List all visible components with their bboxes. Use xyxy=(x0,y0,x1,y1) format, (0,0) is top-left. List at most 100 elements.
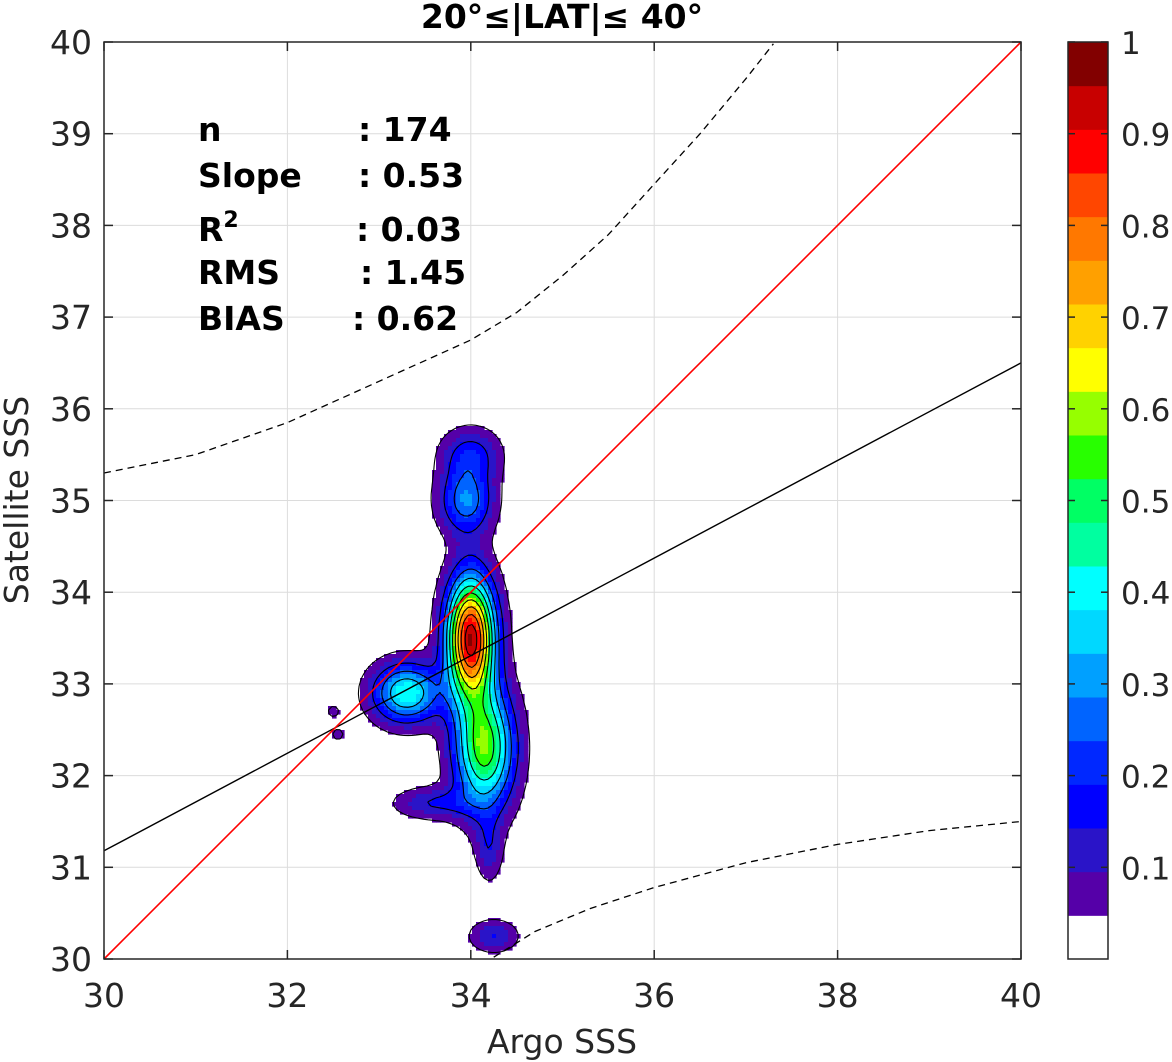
contour-cell xyxy=(436,502,441,507)
contour-cell xyxy=(492,638,497,643)
contour-cell xyxy=(512,798,517,803)
contour-cell xyxy=(476,590,481,595)
contour-cell xyxy=(496,830,501,835)
contour-cell xyxy=(488,530,493,535)
contour-cell xyxy=(376,694,381,699)
contour-cell xyxy=(436,598,441,603)
contour-cell xyxy=(472,942,477,947)
contour-cell xyxy=(452,782,457,787)
contour-cell xyxy=(472,502,477,507)
contour-cell xyxy=(460,486,465,491)
contour-cell xyxy=(444,594,449,599)
contour-cell xyxy=(436,702,441,707)
contour-cell xyxy=(464,794,469,799)
contour-cell xyxy=(484,870,489,875)
contour-cell xyxy=(496,598,501,603)
contour-cell xyxy=(404,674,409,679)
contour-cell xyxy=(480,694,485,699)
contour-cell xyxy=(428,726,433,731)
contour-cell xyxy=(500,638,505,643)
contour-cell xyxy=(452,742,457,747)
contour-cell xyxy=(484,490,489,495)
contour-cell xyxy=(496,774,501,779)
contour-cell xyxy=(496,834,501,839)
contour-cell xyxy=(508,786,513,791)
contour-cell xyxy=(464,678,469,683)
contour-cell xyxy=(452,502,457,507)
contour-cell xyxy=(476,830,481,835)
contour-cell xyxy=(480,638,485,643)
contour-cell xyxy=(400,650,405,655)
contour-cell xyxy=(484,562,489,567)
contour-cell xyxy=(436,802,441,807)
contour-cell xyxy=(432,650,437,655)
contour-cell xyxy=(452,602,457,607)
contour-cell xyxy=(464,602,469,607)
contour-cell xyxy=(488,654,493,659)
contour-cell xyxy=(444,770,449,775)
contour-cell xyxy=(476,586,481,591)
contour-cell xyxy=(432,794,437,799)
contour-cell xyxy=(432,734,437,739)
contour-cell xyxy=(508,682,513,687)
colorbar-segment xyxy=(1068,173,1108,218)
contour-cell xyxy=(468,618,473,623)
contour-cell xyxy=(524,758,529,763)
contour-cell xyxy=(472,842,477,847)
contour-cell xyxy=(436,722,441,727)
contour-cell xyxy=(484,826,489,831)
contour-cell xyxy=(448,506,453,511)
contour-cell xyxy=(508,770,513,775)
contour-cell xyxy=(488,750,493,755)
contour-cell xyxy=(500,746,505,751)
contour-cell xyxy=(484,838,489,843)
contour-cell xyxy=(388,718,393,723)
contour-cell xyxy=(512,698,517,703)
contour-cell xyxy=(448,794,453,799)
contour-cell xyxy=(452,434,457,439)
contour-cell xyxy=(440,750,445,755)
contour-cell xyxy=(488,862,493,867)
contour-cell xyxy=(488,858,493,863)
contour-cell xyxy=(464,666,469,671)
contour-cell xyxy=(404,710,409,715)
colorbar-tick-label: 0.2 xyxy=(1121,760,1170,796)
contour-cell xyxy=(504,690,509,695)
contour-cell xyxy=(488,854,493,859)
contour-cell xyxy=(492,858,497,863)
contour-cell xyxy=(468,690,473,695)
contour-cell xyxy=(456,546,461,551)
contour-cell xyxy=(476,746,481,751)
contour-cell xyxy=(480,438,485,443)
contour-cell xyxy=(432,698,437,703)
contour-cell xyxy=(440,702,445,707)
contour-cell xyxy=(444,718,449,723)
contour-cell xyxy=(460,654,465,659)
contour-cell xyxy=(444,694,449,699)
contour-cell xyxy=(444,726,449,731)
contour-cell xyxy=(492,606,497,611)
contour-cell xyxy=(448,618,453,623)
contour-cell xyxy=(488,794,493,799)
contour-cell xyxy=(460,618,465,623)
contour-cell xyxy=(424,814,429,819)
contour-cell xyxy=(404,670,409,675)
contour-cell xyxy=(500,610,505,615)
contour-cell xyxy=(436,506,441,511)
contour-cell xyxy=(368,678,373,683)
contour-cell xyxy=(376,686,381,691)
contour-cell xyxy=(484,822,489,827)
contour-cell xyxy=(468,474,473,479)
contour-cell xyxy=(464,818,469,823)
contour-cell xyxy=(520,778,525,783)
contour-cell xyxy=(504,810,509,815)
contour-cell xyxy=(504,706,509,711)
contour-cell xyxy=(504,766,509,771)
contour-cell xyxy=(484,798,489,803)
contour-cell xyxy=(396,714,401,719)
contour-cell xyxy=(420,654,425,659)
contour-cell xyxy=(328,710,333,715)
contour-cell xyxy=(484,498,489,503)
one-to-one-line xyxy=(103,41,1022,960)
contour-cell xyxy=(444,754,449,759)
